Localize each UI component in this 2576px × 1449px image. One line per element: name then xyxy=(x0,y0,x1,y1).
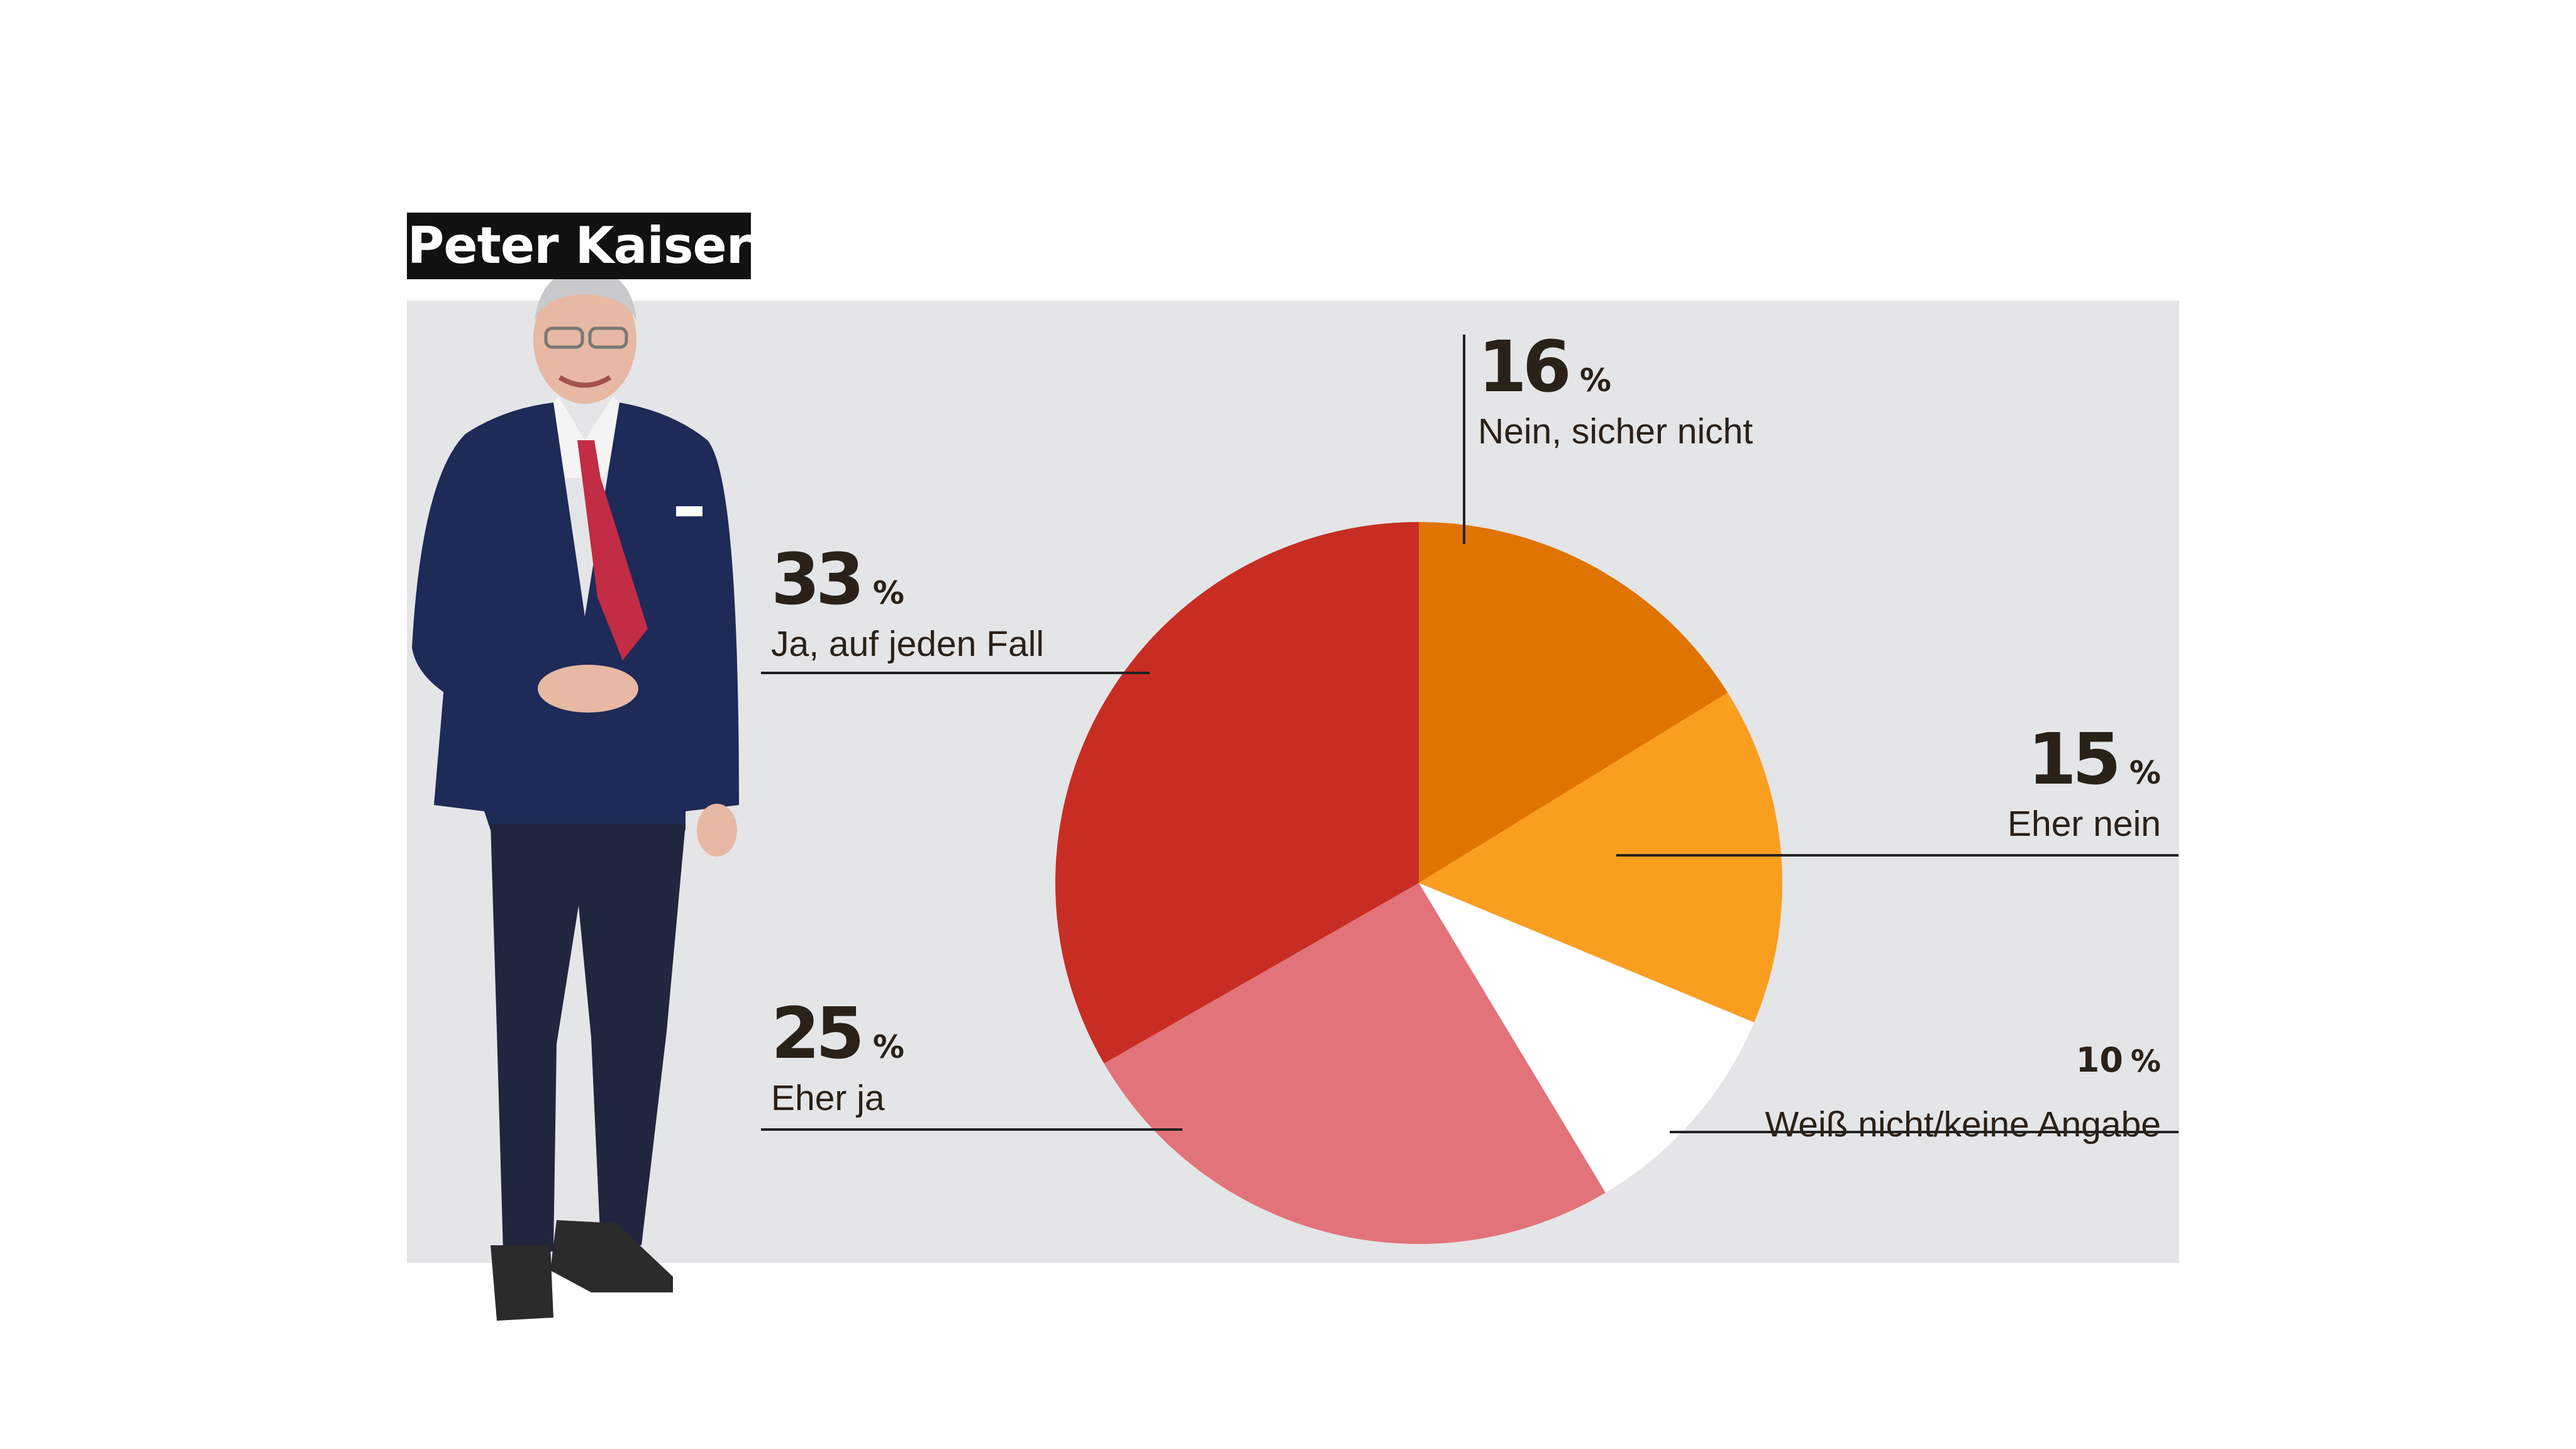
unit-label: % xyxy=(872,1029,904,1065)
category-label: Eher nein xyxy=(2007,804,2161,844)
unit-label: % xyxy=(2129,755,2161,791)
pie-slice-eher-nein xyxy=(1419,692,1782,1023)
value-label: 15 xyxy=(2028,719,2121,801)
pie-slice-nein-sicher-nicht xyxy=(1419,522,1728,883)
data-label-eher-ja: 25 % Eher ja xyxy=(771,999,904,1118)
data-label-ja: 33 % Ja, auf jeden Fall xyxy=(771,545,1044,664)
unit-label: % xyxy=(2130,1044,2161,1079)
data-label-eher-nein: 15 % Eher nein xyxy=(2007,724,2161,844)
data-label-nein-sicher: 16 % Nein, sicher nicht xyxy=(1478,332,1753,452)
category-label: Eher ja xyxy=(771,1078,885,1118)
category-label: Nein, sicher nicht xyxy=(1478,411,1753,452)
unit-label: % xyxy=(872,575,904,611)
value-label: 25 xyxy=(771,993,865,1075)
value-label: 33 xyxy=(771,539,865,621)
value-label: 10 xyxy=(2075,1040,2123,1080)
category-label: Weiß nicht/keine Angabe xyxy=(1765,1104,2161,1145)
data-label-weiss: 10 % Weiß nicht/keine Angabe xyxy=(1765,1025,2161,1145)
person-name-tag: Peter Kaiser xyxy=(407,213,751,279)
pie-slice-wei-nicht-keine-angabe xyxy=(1419,883,1755,1193)
category-label: Ja, auf jeden Fall xyxy=(771,624,1045,664)
unit-label: % xyxy=(1579,362,1611,399)
value-label: 16 xyxy=(1478,326,1572,408)
pie-slice-eher-ja xyxy=(1104,883,1606,1245)
pie-slice-ja-auf-jeden-fall xyxy=(1055,522,1419,1063)
